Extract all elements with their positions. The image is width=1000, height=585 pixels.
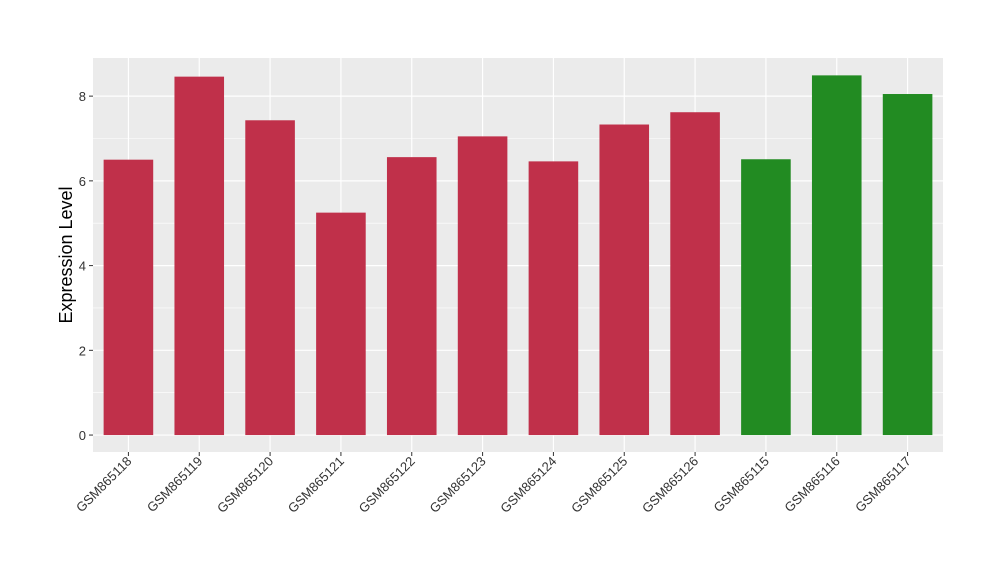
x-tick-label: GSM865117: [852, 454, 914, 516]
x-tick-label: GSM865120: [214, 454, 276, 516]
x-axis: GSM865118 GSM865119 GSM865120 GSM865121 GSM8…: [73, 452, 914, 516]
y-tick-label: 2: [79, 343, 86, 358]
x-tick-label: GSM865126: [639, 454, 701, 516]
panel-background: [93, 58, 943, 452]
x-tick-label: GSM865125: [568, 454, 630, 516]
x-tick-label: GSM865115: [710, 454, 772, 516]
y-tick-label: 0: [79, 428, 86, 443]
bar: [811, 75, 862, 436]
x-tick-label: GSM865124: [497, 454, 559, 516]
bar: [457, 136, 508, 436]
y-tick-label: 4: [79, 259, 86, 274]
bar: [386, 157, 437, 436]
x-tick-label: GSM865116: [781, 454, 843, 516]
x-tick-label: GSM865123: [426, 454, 488, 516]
bar: [316, 212, 366, 436]
y-axis: 0 2 4 6 8: [79, 89, 93, 443]
bar: [670, 112, 720, 436]
x-tick-label: GSM865122: [356, 454, 418, 516]
y-tick-label: 8: [79, 89, 86, 104]
bar: [245, 120, 295, 436]
bar: [599, 124, 650, 436]
x-tick-label: GSM865119: [144, 454, 206, 516]
bar: [741, 159, 791, 436]
x-tick-label: GSM865118: [73, 454, 135, 516]
minor-gridlines: [93, 138, 943, 393]
bars-group: [103, 75, 933, 436]
y-axis-title: Expression Level: [56, 186, 76, 323]
bar: [174, 76, 225, 436]
y-tick-label: 6: [79, 174, 86, 189]
x-tick-label: GSM865121: [285, 454, 347, 516]
bar: [528, 161, 579, 436]
bar: [882, 94, 933, 436]
bar: [103, 159, 154, 436]
